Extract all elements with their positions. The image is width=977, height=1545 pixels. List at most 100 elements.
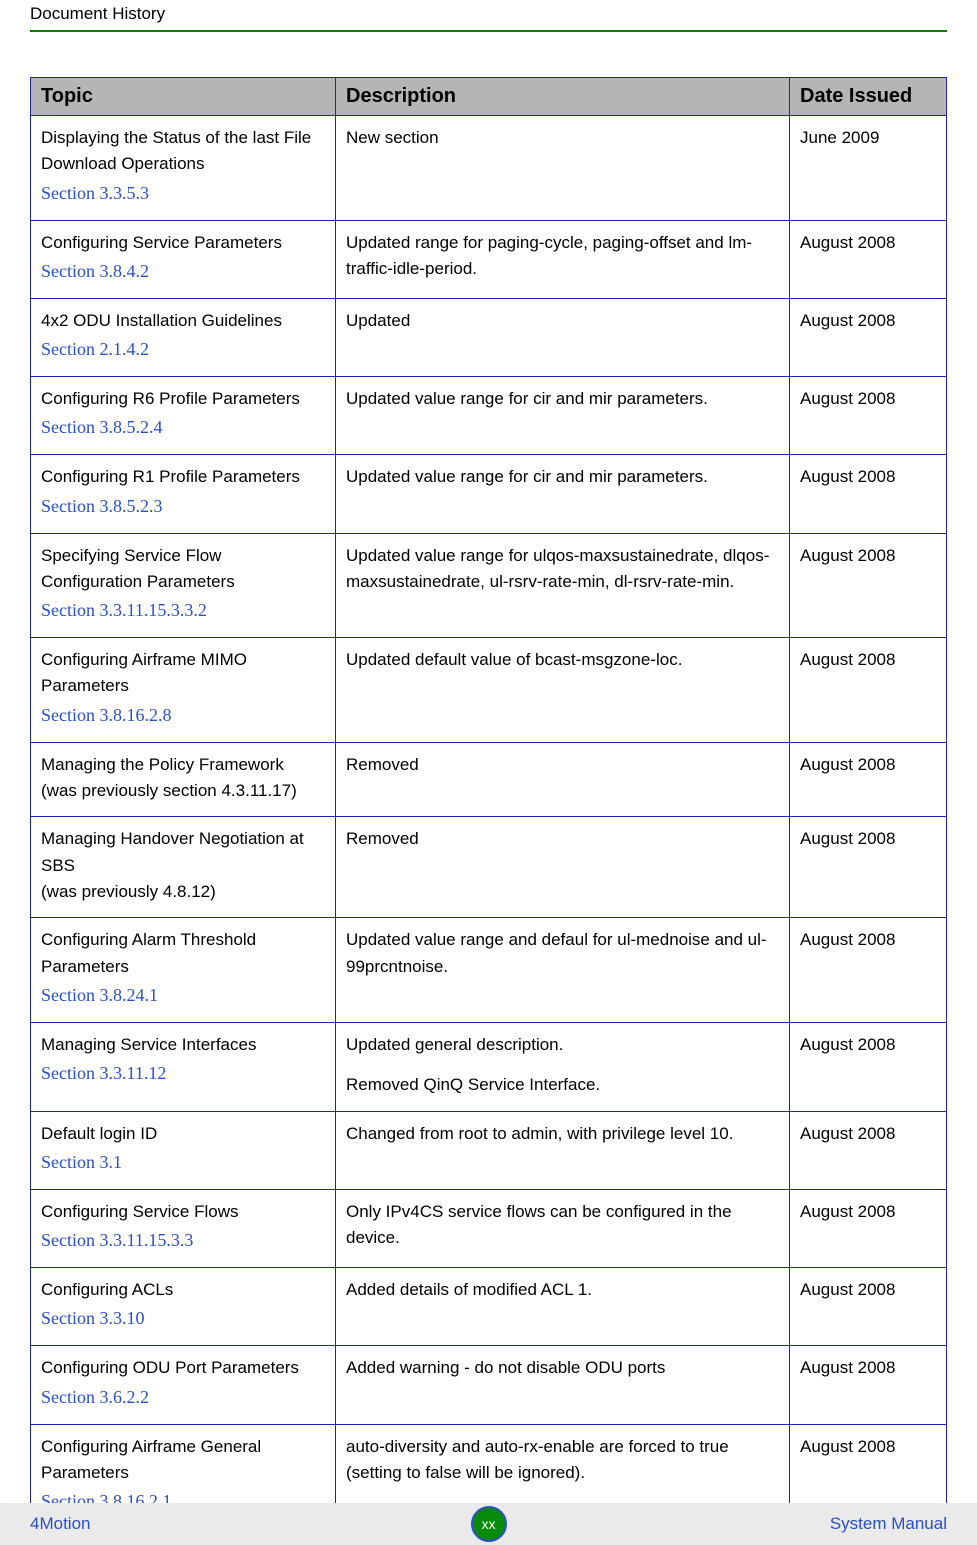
cell-description: Updated value range and defaul for ul-me… bbox=[336, 918, 790, 1023]
topic-text: Managing the Policy Framework (was previ… bbox=[41, 752, 325, 805]
page-header: Document History bbox=[30, 0, 947, 32]
description-text: auto-diversity and auto-rx-enable are fo… bbox=[346, 1434, 779, 1487]
description-text: Added warning - do not disable ODU ports bbox=[346, 1355, 779, 1381]
section-link[interactable]: Section 3.8.4.2 bbox=[41, 258, 325, 286]
topic-text: Default login ID bbox=[41, 1121, 325, 1147]
topic-text: Managing Handover Negotiation at SBS (wa… bbox=[41, 826, 325, 905]
cell-description: Removed bbox=[336, 817, 790, 918]
col-header-description: Description bbox=[336, 78, 790, 116]
cell-description: Updated value range for cir and mir para… bbox=[336, 377, 790, 455]
table-row: Displaying the Status of the last File D… bbox=[31, 116, 947, 221]
cell-description: Updated bbox=[336, 298, 790, 376]
page-footer: 4Motion xx System Manual bbox=[0, 1503, 977, 1545]
table-row: Configuring Service FlowsSection 3.3.11.… bbox=[31, 1189, 947, 1267]
description-text: Changed from root to admin, with privile… bbox=[346, 1121, 779, 1147]
footer-manual: System Manual bbox=[830, 1514, 947, 1534]
footer-page-number: xx bbox=[482, 1516, 496, 1532]
footer-page-badge: xx bbox=[471, 1506, 507, 1542]
table-row: Managing Handover Negotiation at SBS (wa… bbox=[31, 817, 947, 918]
section-link[interactable]: Section 3.1 bbox=[41, 1149, 325, 1177]
section-link[interactable]: Section 3.8.5.2.4 bbox=[41, 414, 325, 442]
cell-description: Updated default value of bcast-msgzone-l… bbox=[336, 638, 790, 743]
cell-date: August 2008 bbox=[790, 817, 947, 918]
table-row: Configuring R6 Profile ParametersSection… bbox=[31, 377, 947, 455]
cell-topic: 4x2 ODU Installation GuidelinesSection 2… bbox=[31, 298, 336, 376]
topic-text: Configuring ODU Port Parameters bbox=[41, 1355, 325, 1381]
cell-date: August 2008 bbox=[790, 1022, 947, 1111]
cell-topic: Configuring R1 Profile ParametersSection… bbox=[31, 455, 336, 533]
description-text: Removed bbox=[346, 826, 779, 852]
section-link[interactable]: Section 3.3.10 bbox=[41, 1305, 325, 1333]
topic-text: Configuring ACLs bbox=[41, 1277, 325, 1303]
cell-date: August 2008 bbox=[790, 455, 947, 533]
description-text: Updated value range for cir and mir para… bbox=[346, 386, 779, 412]
topic-text: Configuring Airframe MIMO Parameters bbox=[41, 647, 325, 700]
section-link[interactable]: Section 3.3.11.15.3.3.2 bbox=[41, 597, 325, 625]
cell-date: August 2008 bbox=[790, 533, 947, 638]
cell-topic: Managing Service InterfacesSection 3.3.1… bbox=[31, 1022, 336, 1111]
footer-product: 4Motion bbox=[30, 1514, 90, 1534]
cell-topic: Specifying Service Flow Configuration Pa… bbox=[31, 533, 336, 638]
table-header-row: Topic Description Date Issued bbox=[31, 78, 947, 116]
topic-text: Configuring Service Flows bbox=[41, 1199, 325, 1225]
section-link[interactable]: Section 3.8.16.2.8 bbox=[41, 702, 325, 730]
cell-description: Updated range for paging-cycle, paging-o… bbox=[336, 220, 790, 298]
section-link[interactable]: Section 3.3.5.3 bbox=[41, 180, 325, 208]
topic-text: Configuring Service Parameters bbox=[41, 230, 325, 256]
table-row: Configuring R1 Profile ParametersSection… bbox=[31, 455, 947, 533]
history-table: Topic Description Date Issued Displaying… bbox=[30, 77, 947, 1529]
cell-date: June 2009 bbox=[790, 116, 947, 221]
section-link[interactable]: Section 3.3.11.12 bbox=[41, 1060, 325, 1088]
section-link[interactable]: Section 3.8.24.1 bbox=[41, 982, 325, 1010]
cell-date: August 2008 bbox=[790, 742, 947, 817]
description-text: Updated value range and defaul for ul-me… bbox=[346, 927, 779, 980]
section-link[interactable]: Section 3.8.5.2.3 bbox=[41, 493, 325, 521]
cell-topic: Configuring ACLsSection 3.3.10 bbox=[31, 1268, 336, 1346]
cell-description: Added details of modified ACL 1. bbox=[336, 1268, 790, 1346]
cell-description: Removed bbox=[336, 742, 790, 817]
table-row: Managing Service InterfacesSection 3.3.1… bbox=[31, 1022, 947, 1111]
topic-text: Configuring Alarm Threshold Parameters bbox=[41, 927, 325, 980]
cell-date: August 2008 bbox=[790, 918, 947, 1023]
cell-description: Added warning - do not disable ODU ports bbox=[336, 1346, 790, 1424]
table-row: Managing the Policy Framework (was previ… bbox=[31, 742, 947, 817]
cell-date: August 2008 bbox=[790, 1268, 947, 1346]
cell-topic: Default login IDSection 3.1 bbox=[31, 1111, 336, 1189]
cell-topic: Configuring Service FlowsSection 3.3.11.… bbox=[31, 1189, 336, 1267]
section-link[interactable]: Section 3.6.2.2 bbox=[41, 1384, 325, 1412]
description-text: New section bbox=[346, 125, 779, 151]
table-row: 4x2 ODU Installation GuidelinesSection 2… bbox=[31, 298, 947, 376]
cell-topic: Displaying the Status of the last File D… bbox=[31, 116, 336, 221]
table-row: Specifying Service Flow Configuration Pa… bbox=[31, 533, 947, 638]
cell-date: August 2008 bbox=[790, 377, 947, 455]
description-text: Updated value range for cir and mir para… bbox=[346, 464, 779, 490]
cell-date: August 2008 bbox=[790, 1189, 947, 1267]
section-link[interactable]: Section 3.3.11.15.3.3 bbox=[41, 1227, 325, 1255]
table-row: Configuring ODU Port Parameters Section 3… bbox=[31, 1346, 947, 1424]
section-link[interactable]: Section 2.1.4.2 bbox=[41, 336, 325, 364]
topic-text: Managing Service Interfaces bbox=[41, 1032, 325, 1058]
cell-description: Changed from root to admin, with privile… bbox=[336, 1111, 790, 1189]
description-text: Updated bbox=[346, 308, 779, 334]
cell-date: August 2008 bbox=[790, 220, 947, 298]
topic-text: 4x2 ODU Installation Guidelines bbox=[41, 308, 325, 334]
cell-date: August 2008 bbox=[790, 298, 947, 376]
cell-topic: Managing Handover Negotiation at SBS (wa… bbox=[31, 817, 336, 918]
table-row: Configuring ACLsSection 3.3.10 Added deta… bbox=[31, 1268, 947, 1346]
cell-description: Updated value range for cir and mir para… bbox=[336, 455, 790, 533]
cell-description: Updated general description.Removed QinQ… bbox=[336, 1022, 790, 1111]
description-text: Updated default value of bcast-msgzone-l… bbox=[346, 647, 779, 673]
col-header-date: Date Issued bbox=[790, 78, 947, 116]
description-text-2: Removed QinQ Service Interface. bbox=[346, 1072, 779, 1098]
description-text: Updated range for paging-cycle, paging-o… bbox=[346, 230, 779, 283]
cell-description: Updated value range for ulqos-maxsustain… bbox=[336, 533, 790, 638]
topic-text: Configuring R6 Profile Parameters bbox=[41, 386, 325, 412]
description-text: Updated value range for ulqos-maxsustain… bbox=[346, 543, 779, 596]
description-text: Added details of modified ACL 1. bbox=[346, 1277, 779, 1303]
table-row: Configuring Airframe MIMO ParametersSect… bbox=[31, 638, 947, 743]
col-header-topic: Topic bbox=[31, 78, 336, 116]
topic-text: Configuring Airframe General Parameters bbox=[41, 1434, 325, 1487]
cell-description: Only IPv4CS service flows can be configu… bbox=[336, 1189, 790, 1267]
topic-text: Specifying Service Flow Configuration Pa… bbox=[41, 543, 325, 596]
cell-description: New section bbox=[336, 116, 790, 221]
